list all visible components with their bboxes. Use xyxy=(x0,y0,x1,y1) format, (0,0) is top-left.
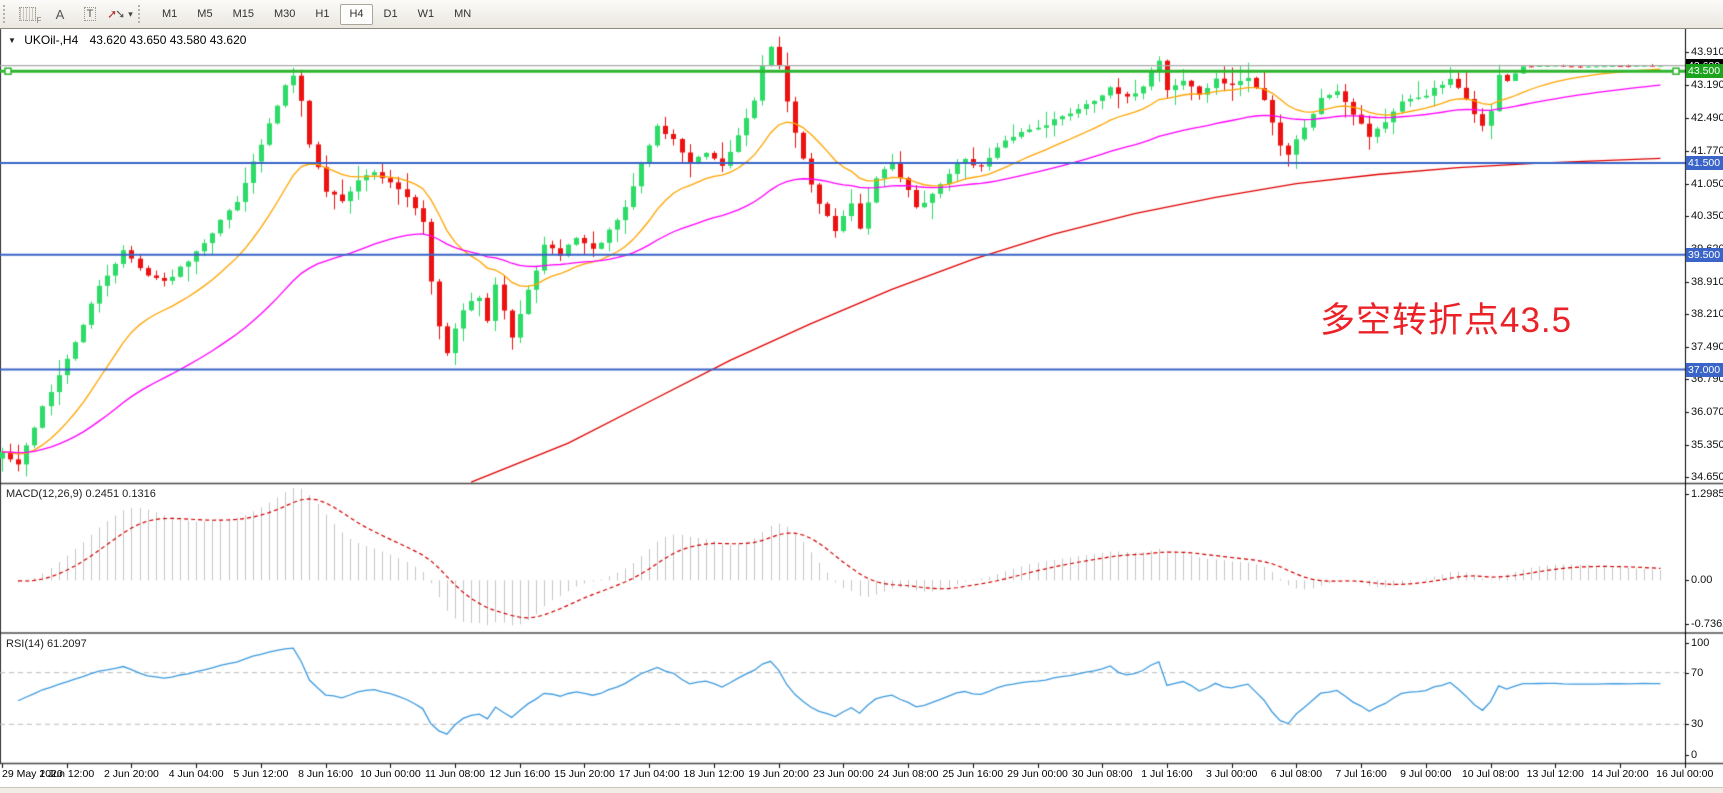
timeframe-button-w1[interactable]: W1 xyxy=(417,7,435,20)
macd-tick-1.2985: 1.2985 xyxy=(1691,488,1723,500)
time-label-16: 29 Jun 00:00 xyxy=(1007,768,1068,780)
time-label-22: 9 Jul 00:00 xyxy=(1400,768,1452,780)
window-bottom-strip xyxy=(0,787,1723,793)
time-label-20: 6 Jul 08:00 xyxy=(1270,768,1323,780)
timeframe-button-m5[interactable]: M5 xyxy=(197,7,213,20)
rsi-tick-100: 100 xyxy=(1691,637,1710,649)
rsi-tick-30: 30 xyxy=(1691,718,1704,731)
level-badge-39.500: 39.500 xyxy=(1686,248,1723,262)
text-t-glyph: T xyxy=(83,7,97,21)
grid-fractal-icon[interactable]: F xyxy=(16,2,44,26)
time-label-12: 19 Jun 20:00 xyxy=(748,768,809,780)
time-label-9: 15 Jun 20:00 xyxy=(554,768,615,780)
time-label-17: 30 Jun 08:00 xyxy=(1071,768,1133,780)
price-tick-42.490: 42.490 xyxy=(1691,111,1723,124)
level-badge-43.500: 43.500 xyxy=(1686,64,1723,78)
time-label-3: 4 Jun 04:00 xyxy=(168,768,224,780)
toolbar: F A T ➚ ➘ ▾ M1 M5 M15 M30 H1 H4 D1 W1 MN xyxy=(0,0,1723,29)
price-tick-43.190: 43.190 xyxy=(1691,79,1723,92)
symbol-period-label: UKOil-,H4 xyxy=(24,33,79,47)
timeframe-button-d1[interactable]: D1 xyxy=(383,7,398,20)
level-badge-41.500: 41.500 xyxy=(1686,156,1723,170)
rsi-tick-0: 0 xyxy=(1691,749,1698,761)
rsi-tick-70: 70 xyxy=(1691,666,1704,679)
time-label-25: 14 Jul 20:00 xyxy=(1591,768,1649,780)
time-label-14: 24 Jun 08:00 xyxy=(877,768,939,780)
timeframe-group: M1 M5 M15 M30 H1 H4 D1 W1 MN xyxy=(152,3,481,25)
arrow-down-glyph: ➘ xyxy=(115,7,126,21)
time-label-24: 13 Jul 12:00 xyxy=(1526,768,1584,780)
dropdown-caret-icon[interactable]: ▾ xyxy=(128,8,133,19)
toolbar-group-separator xyxy=(138,5,144,23)
price-tick-38.210: 38.210 xyxy=(1691,308,1723,321)
time-label-1: 1 Jun 12:00 xyxy=(39,768,95,780)
price-tick-36.070: 36.070 xyxy=(1691,406,1723,419)
text-tool-icon[interactable]: T xyxy=(76,2,104,26)
price-tick-37.490: 37.490 xyxy=(1691,341,1723,354)
time-label-13: 23 Jun 00:00 xyxy=(813,768,874,780)
label-tool-icon[interactable]: A xyxy=(46,2,74,26)
time-label-7: 11 Jun 08:00 xyxy=(425,768,486,780)
arrow-up-glyph: ➚ xyxy=(107,7,118,21)
time-label-18: 1 Jul 16:00 xyxy=(1141,768,1193,780)
arrow-tool-icon[interactable]: ➚ ➘ ▾ xyxy=(106,2,134,26)
timeframe-button-h4[interactable]: H4 xyxy=(340,3,373,25)
macd-tick-0.00: 0.00 xyxy=(1691,574,1713,587)
price-tick-40.350: 40.350 xyxy=(1691,209,1723,222)
timeframe-button-h1[interactable]: H1 xyxy=(315,7,330,20)
timeframe-button-m1[interactable]: M1 xyxy=(162,7,178,20)
price-tick-35.350: 35.350 xyxy=(1691,439,1723,452)
price-tick-41.770: 41.770 xyxy=(1691,144,1723,157)
time-label-8: 12 Jun 16:00 xyxy=(489,768,551,780)
chart-dropdown-icon[interactable]: ▼ xyxy=(8,36,16,45)
time-label-6: 10 Jun 00:00 xyxy=(359,768,421,780)
timeframe-button-m15[interactable]: M15 xyxy=(232,7,254,20)
timeframe-button-mn[interactable]: MN xyxy=(454,7,472,20)
timeframe-button-m30[interactable]: M30 xyxy=(273,7,296,20)
time-label-21: 7 Jul 16:00 xyxy=(1335,768,1387,780)
price-tick-41.050: 41.050 xyxy=(1691,177,1723,190)
label-a-glyph: A xyxy=(55,6,65,22)
time-label-0: 29 May 2020 xyxy=(2,768,63,780)
macd-indicator-label: MACD(12,26,9) 0.2451 0.1316 xyxy=(6,488,156,500)
level-badge-37.000: 37.000 xyxy=(1686,363,1723,377)
price-tick-38.910: 38.910 xyxy=(1691,275,1723,288)
time-label-23: 10 Jul 08:00 xyxy=(1461,768,1520,780)
time-label-15: 25 Jun 16:00 xyxy=(942,768,1004,780)
chart-text-annotation[interactable]: 多空转折点43.5 xyxy=(1320,301,1573,340)
price-tick-43.910: 43.910 xyxy=(1691,46,1723,59)
time-label-2: 2 Jun 20:00 xyxy=(103,768,159,780)
time-label-26: 16 Jul 00:00 xyxy=(1656,768,1714,780)
time-label-5: 8 Jun 16:00 xyxy=(298,768,354,780)
macd-tick--0.7362: -0.7362 xyxy=(1691,618,1723,630)
time-label-10: 17 Jun 04:00 xyxy=(618,768,680,780)
grid-f-label: F xyxy=(36,16,42,25)
ohlc-values: 43.620 43.650 43.580 43.620 xyxy=(89,33,247,47)
grid-glyph xyxy=(18,7,36,21)
rsi-indicator-label: RSI(14) 61.2097 xyxy=(6,638,87,650)
time-label-11: 18 Jun 12:00 xyxy=(683,768,745,780)
time-label-4: 5 Jun 12:00 xyxy=(233,768,289,780)
chart-title[interactable]: ▼ UKOil-,H4 43.620 43.650 43.580 43.620 xyxy=(8,33,246,47)
toolbar-drag-handle[interactable] xyxy=(3,5,9,23)
price-tick-34.650: 34.650 xyxy=(1691,471,1723,484)
time-label-19: 3 Jul 00:00 xyxy=(1205,768,1258,780)
